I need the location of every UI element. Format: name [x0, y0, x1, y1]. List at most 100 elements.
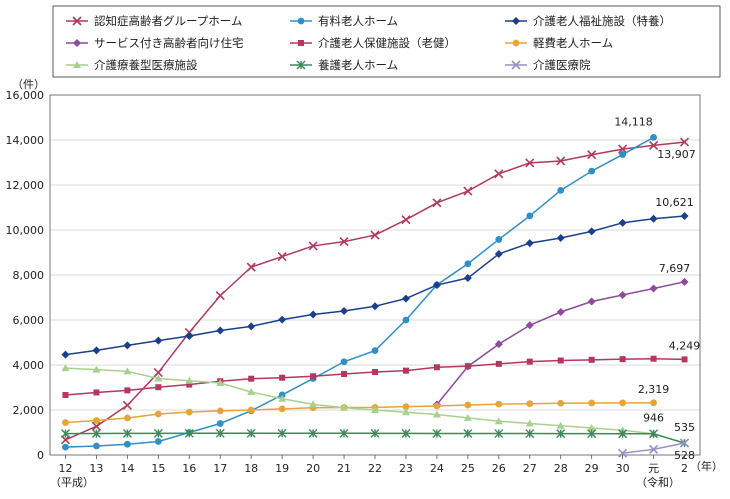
series-1 — [60, 137, 690, 445]
data-point — [247, 322, 256, 331]
legend-marker — [297, 17, 305, 25]
data-point — [340, 358, 348, 366]
x-tick-label: 17 — [213, 462, 227, 475]
y-tick-label: 12,000 — [6, 179, 45, 192]
legend-marker — [298, 40, 304, 46]
data-point — [432, 281, 441, 290]
x-tick-label: 29 — [585, 462, 599, 475]
data-point — [680, 212, 689, 221]
data-point — [526, 212, 534, 220]
legend-label: 養護老人ホーム — [318, 58, 398, 72]
data-point — [494, 429, 504, 439]
x-tick-label: 28 — [554, 462, 568, 475]
legend-marker — [72, 16, 82, 26]
x-tick-label: 23 — [399, 462, 413, 475]
data-point — [123, 367, 132, 375]
data-point — [371, 347, 379, 354]
data-point — [649, 284, 658, 293]
legend-label: サービス付き高齢者向け住宅 — [94, 36, 244, 50]
data-point — [277, 428, 287, 438]
end-value-label: 2,319 — [638, 383, 670, 396]
data-point — [401, 294, 410, 303]
x-tick-label: 27 — [523, 462, 537, 475]
data-point — [185, 408, 193, 416]
x-tick-label: 2 — [681, 462, 688, 475]
x-axis: 12 13 14 15 16 17 18 19 20 21 22 23 24 25 26 27 28 29 30 元 2 — [58, 455, 688, 475]
data-point — [495, 236, 503, 243]
data-point — [247, 406, 255, 414]
x-tick-label: 30 — [616, 462, 630, 475]
legend-marker — [512, 17, 520, 25]
end-value-label: 946 — [643, 412, 664, 425]
data-point — [526, 358, 533, 365]
series-line — [65, 136, 654, 448]
data-point — [588, 399, 596, 407]
x-tick-label: 19 — [275, 462, 289, 475]
era-label-reiwa: （令和） — [636, 475, 680, 489]
data-point — [122, 428, 132, 438]
data-point — [650, 355, 657, 362]
data-point — [62, 419, 69, 426]
data-point — [650, 133, 657, 141]
series-line — [65, 402, 654, 424]
data-point — [92, 346, 101, 355]
data-point — [587, 150, 597, 160]
data-point — [154, 336, 163, 345]
x-tick-label: 25 — [461, 462, 475, 475]
data-point — [62, 443, 69, 451]
data-point — [371, 302, 379, 311]
data-point — [618, 448, 628, 458]
data-point — [587, 227, 596, 236]
data-point — [93, 417, 100, 424]
data-point — [649, 140, 659, 150]
data-point — [216, 407, 224, 415]
data-point — [618, 218, 627, 227]
data-point — [186, 381, 193, 388]
data-point — [371, 406, 379, 413]
y-tick-label: 14,000 — [6, 134, 45, 147]
data-point — [154, 410, 162, 418]
data-point — [310, 373, 317, 380]
data-point — [556, 421, 565, 429]
data-point — [340, 307, 349, 315]
data-point — [370, 230, 380, 240]
x-tick-label: 22 — [368, 462, 382, 475]
end-value-label: 535 — [674, 421, 695, 434]
data-labels: 13,907 14,118 10,621 7,697 4,249 2,319 946 528 5… — [614, 115, 700, 462]
series-lines — [60, 133, 690, 458]
data-point — [587, 429, 597, 439]
x-axis-unit: （年） — [690, 459, 723, 473]
data-point — [433, 364, 440, 371]
legend-marker — [73, 39, 81, 47]
end-value-label: 4,249 — [669, 339, 701, 352]
data-point — [495, 360, 502, 367]
data-point — [402, 316, 410, 324]
x-tick-label: 18 — [244, 462, 258, 475]
data-point — [588, 167, 596, 175]
data-point — [432, 198, 442, 208]
series-5 — [62, 355, 688, 398]
data-point — [618, 144, 628, 154]
data-point — [153, 428, 163, 438]
legend-item: 軽費老人ホーム — [505, 36, 613, 50]
data-point — [246, 428, 256, 438]
data-point — [619, 356, 626, 363]
legend-label: 介護医療院 — [533, 58, 591, 72]
data-point — [185, 376, 194, 384]
data-point — [93, 442, 100, 450]
y-axis-unit: （件） — [12, 78, 45, 91]
x-tick-label: 20 — [306, 462, 320, 475]
legend-item: 介護医療院 — [505, 58, 591, 72]
data-point — [463, 428, 473, 438]
data-point — [588, 356, 595, 363]
x-tick-label: 16 — [182, 462, 196, 475]
y-tick-label: 2,000 — [13, 404, 45, 417]
data-point — [246, 262, 256, 272]
data-point — [216, 326, 225, 335]
data-point — [556, 156, 566, 166]
data-point — [680, 277, 689, 286]
data-point — [556, 308, 565, 317]
y-tick-label: 0 — [37, 449, 44, 462]
data-point — [679, 438, 690, 448]
